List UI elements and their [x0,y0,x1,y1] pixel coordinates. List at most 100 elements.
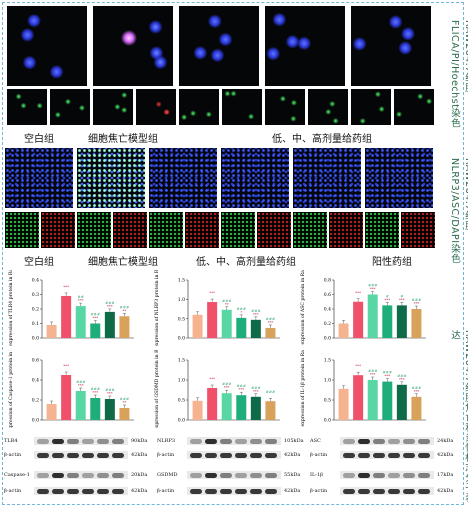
blot-band [343,438,355,444]
blot-kda-label: 105kDa [284,438,304,444]
flica-small-1 [50,89,90,125]
sig-label: ### [368,368,378,373]
blot-kda-label: 42kDa [284,452,301,458]
blot-strip [340,487,434,495]
sig-label: ### [91,312,101,317]
sig-label: ### [120,304,130,309]
flica-small-2 [93,89,133,125]
bar [367,294,378,338]
blot-band [82,488,94,494]
blot-band [82,452,94,458]
sig-label: ### [105,387,115,392]
sig-label: ### [105,300,115,305]
blot-band [97,472,109,478]
y-tick-label: 1.0 [324,378,331,384]
bar [221,309,232,338]
sig-label: *** [268,319,274,324]
bar [192,400,203,420]
bar [236,317,247,338]
caption-blank-2: 空白组 [24,257,54,268]
y-axis-label: Relative expression of GSDMD protein in … [154,350,160,428]
nlrp3-small-7 [257,212,291,248]
blot-band [97,488,109,494]
blot-band [250,438,262,444]
side-label-markers: RAW264.7细胞焦亡和炎性标志分子表达 [449,330,468,503]
caption-model-2: 细胞焦亡模型组 [88,257,158,268]
bar [338,388,349,420]
blot-band [190,452,202,458]
bar [250,319,261,338]
nlrp3-small-1 [41,212,75,248]
blot-band [52,452,64,458]
y-tick-label: 1.5 [324,358,331,364]
sig-label: ### [237,306,247,311]
blot-protein-label: IL-1β [310,472,324,478]
nlrp3-panel-positive [365,148,433,208]
caption-model-1: 细胞焦亡模型组 [88,134,158,145]
blot-kda-label: 42kDa [131,488,148,494]
sig-label: *** [92,315,98,320]
flica-panel-low [179,6,259,86]
blot-band [343,472,355,478]
sig-label: ## [78,294,84,299]
sig-label: ### [368,283,378,288]
nlrp3-small-0 [5,212,39,248]
sig-label: *** [78,383,84,388]
bar [411,396,422,420]
caption-positive-2: 阳性药组 [372,257,412,268]
blot-protein-label: β-actin [4,452,22,458]
blot-strip [34,471,128,479]
sig-label: *** [107,303,113,308]
blot-strip [187,437,281,445]
bar [353,301,364,338]
bar [207,388,218,420]
figure-frame [2,2,464,505]
blot-band [97,438,109,444]
blot-band [112,452,124,458]
flica-panel-blank [7,6,87,86]
blot-protein-label: β-actin [4,488,22,494]
y-tick-label: 1.5 [178,358,185,364]
sig-label: ### [222,298,232,303]
blot-band [418,488,430,494]
sig-label: ### [222,381,232,386]
blot-band [82,438,94,444]
blot-strip [187,487,281,495]
bar [207,302,218,338]
blot-band [418,472,430,478]
y-tick-label: 0.5 [324,398,331,404]
sig-label: ### [251,308,261,313]
y-tick-label: 0.0 [324,418,331,424]
blot-strip [340,471,434,479]
bar [236,395,247,420]
blot-protein-label: GSDMD [157,472,178,478]
sig-label: *** [224,385,230,390]
sig-label: *** [107,391,113,396]
blot-band [388,438,400,444]
blot-band [373,452,385,458]
y-tick-label: 0.2 [324,321,331,327]
blot-band [373,472,385,478]
flica-small-0 [7,89,47,125]
nlrp3-small-10 [365,212,399,248]
blot-band [343,452,355,458]
blot-kda-label: 20kDa [131,472,148,478]
blot-band [205,488,217,494]
y-tick-label: 0.8 [324,278,331,284]
y-tick-label: 0.0 [32,418,39,424]
blot-band [343,488,355,494]
bar [61,295,72,338]
y-axis-label: Relative expression of Caspase-1 protein… [8,350,14,428]
sig-label: ### [237,383,247,388]
blot-strip [340,451,434,459]
bar [119,408,130,420]
nlrp3-panel-blank [5,148,73,208]
y-tick-label: 0.5 [178,316,185,322]
sig-label: *** [370,286,376,291]
blot-strip [187,451,281,459]
y-tick-label: 0.0 [178,336,185,342]
y-tick-label: 1.0 [178,297,185,303]
sig-label: ** [123,400,127,405]
caption-blank-1: 空白组 [24,134,54,145]
blot-band [220,452,232,458]
